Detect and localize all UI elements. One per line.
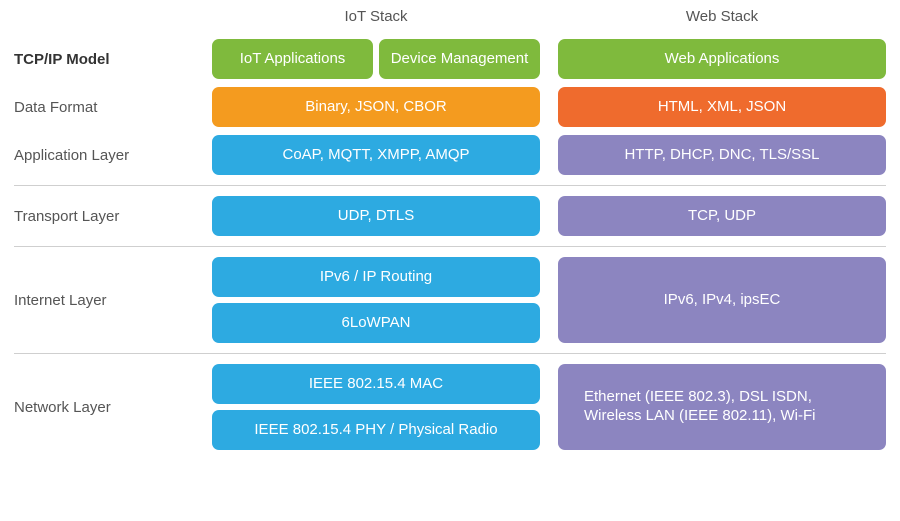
row-label-application: Application Layer	[14, 131, 194, 179]
block-internet-iot-6lowpan: 6LoWPAN	[212, 303, 540, 343]
block-application-web: HTTP, DHCP, DNC, TLS/SSL	[558, 135, 886, 175]
row-label-internet: Internet Layer	[14, 253, 194, 347]
block-device-management: Device Management	[379, 39, 540, 79]
cell-application-web: HTTP, DHCP, DNC, TLS/SSL	[558, 131, 886, 179]
cell-tcpip-iot: IoT Applications Device Management	[212, 35, 540, 83]
block-application-iot: CoAP, MQTT, XMPP, AMQP	[212, 135, 540, 175]
cell-dataformat-web: HTML, XML, JSON	[558, 83, 886, 131]
cell-network-web: Ethernet (IEEE 802.3), DSL ISDN, Wireles…	[558, 360, 886, 454]
row-label-transport: Transport Layer	[14, 192, 194, 240]
cell-dataformat-iot: Binary, JSON, CBOR	[212, 83, 540, 131]
block-network-iot-mac: IEEE 802.15.4 MAC	[212, 364, 540, 404]
block-dataformat-iot: Binary, JSON, CBOR	[212, 87, 540, 127]
row-label-network: Network Layer	[14, 360, 194, 454]
block-internet-iot-ipv6: IPv6 / IP Routing	[212, 257, 540, 297]
column-header-iot: IoT Stack	[212, 8, 540, 35]
divider-2	[14, 246, 886, 247]
block-iot-applications: IoT Applications	[212, 39, 373, 79]
row-label-tcpip: TCP/IP Model	[14, 35, 194, 83]
cell-internet-web: IPv6, IPv4, ipsEC	[558, 253, 886, 347]
divider-1	[14, 185, 886, 186]
cell-network-iot: IEEE 802.15.4 MAC IEEE 802.15.4 PHY / Ph…	[212, 360, 540, 454]
stack-comparison-grid: IoT Stack Web Stack TCP/IP Model IoT App…	[14, 8, 886, 454]
divider-3	[14, 353, 886, 354]
block-internet-web: IPv6, IPv4, ipsEC	[558, 257, 886, 343]
cell-transport-iot: UDP, DTLS	[212, 192, 540, 240]
block-transport-web: TCP, UDP	[558, 196, 886, 236]
cell-tcpip-web: Web Applications	[558, 35, 886, 83]
cell-transport-web: TCP, UDP	[558, 192, 886, 240]
column-header-web: Web Stack	[558, 8, 886, 35]
block-web-applications: Web Applications	[558, 39, 886, 79]
cell-internet-iot: IPv6 / IP Routing 6LoWPAN	[212, 253, 540, 347]
block-transport-iot: UDP, DTLS	[212, 196, 540, 236]
header-spacer	[14, 8, 194, 35]
row-label-dataformat: Data Format	[14, 83, 194, 131]
cell-application-iot: CoAP, MQTT, XMPP, AMQP	[212, 131, 540, 179]
block-network-iot-phy: IEEE 802.15.4 PHY / Physical Radio	[212, 410, 540, 450]
block-dataformat-web: HTML, XML, JSON	[558, 87, 886, 127]
block-network-web: Ethernet (IEEE 802.3), DSL ISDN, Wireles…	[558, 364, 886, 450]
